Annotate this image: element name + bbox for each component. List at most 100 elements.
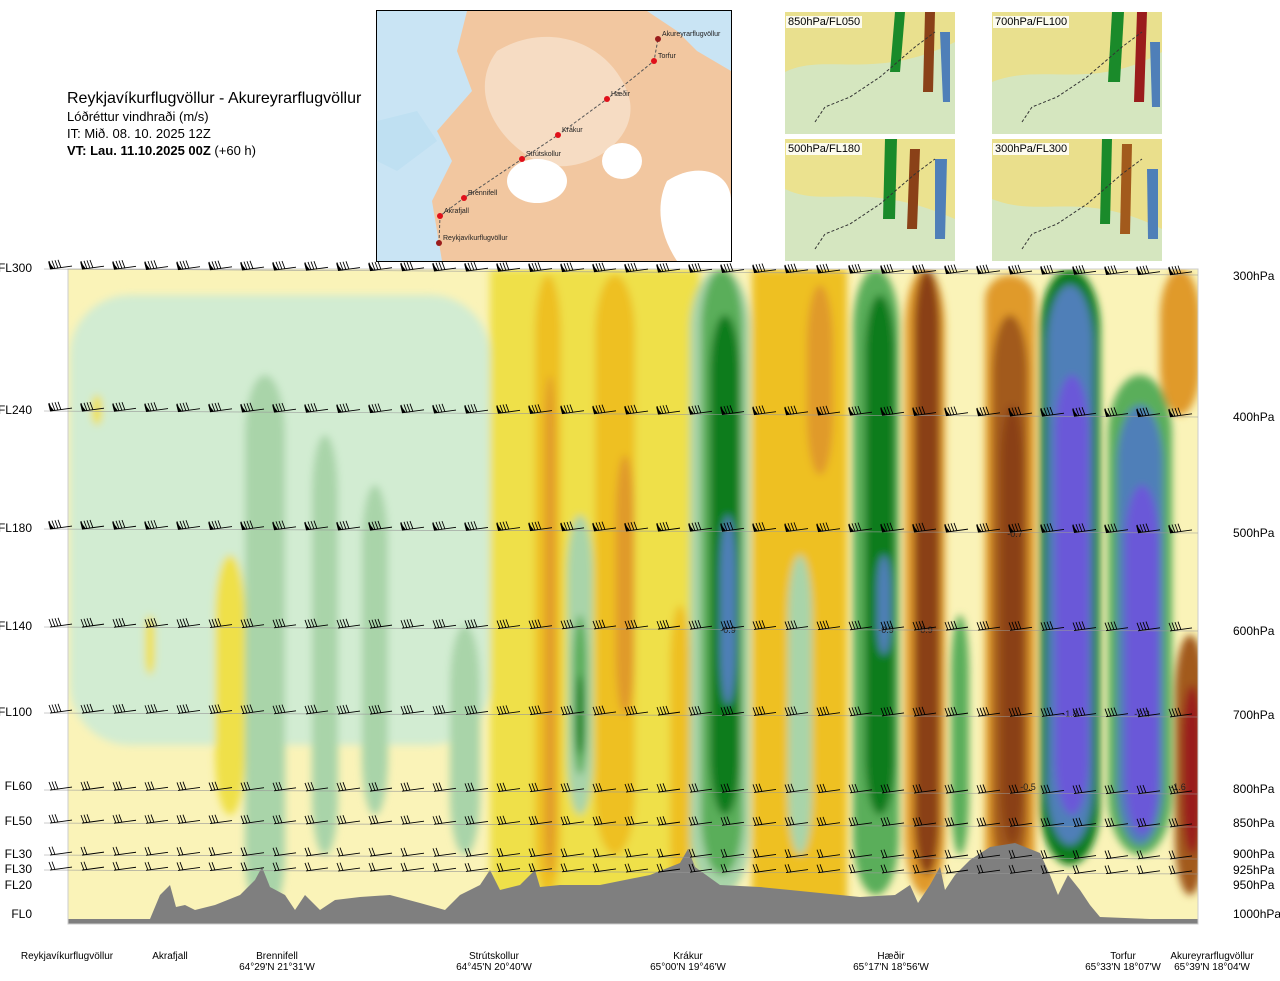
wind-barb — [976, 784, 1001, 794]
route-map-svg: Akureyrarflugvöllur Torfur Hæðir Krákur Strú… — [377, 11, 731, 261]
pressure-level-label: 700hPa — [1233, 708, 1275, 722]
wind-barb — [1072, 865, 1097, 875]
wind-barb — [176, 618, 201, 628]
wind-barb — [48, 861, 73, 871]
wind-barb — [432, 704, 457, 715]
wind-band — [92, 395, 102, 425]
value-annotation: -0.5 — [1020, 782, 1036, 792]
wind-barb — [1136, 707, 1161, 718]
glacier-vatnajokull — [660, 170, 731, 261]
location-name: Strútskollur — [468, 951, 519, 962]
level-line — [43, 410, 1199, 418]
inset-850hpa-label: 850hPa/FL050 — [786, 16, 863, 28]
map-point — [604, 96, 610, 102]
wind-barb — [720, 705, 745, 716]
wind-barb — [400, 618, 425, 629]
wind-barb — [208, 402, 233, 413]
wind-barb — [1008, 620, 1033, 631]
wind-barb — [560, 815, 585, 826]
wind-barb — [304, 261, 329, 271]
wind-barb — [560, 705, 585, 716]
map-place-label: Hæðir — [611, 90, 631, 98]
wind-barb — [240, 781, 265, 792]
wind-barb — [368, 618, 393, 629]
flight-level-label: FL100 — [0, 705, 32, 719]
wind-barb — [1168, 865, 1193, 875]
pressure-level-label: 300hPa — [1233, 269, 1275, 283]
wind-barb — [528, 521, 553, 532]
wind-barb — [1008, 264, 1033, 275]
wind-barb — [624, 619, 649, 630]
wind-barb — [1104, 523, 1129, 534]
map-place-label: Reykjavíkurflugvöllur — [443, 235, 508, 242]
level-line — [43, 712, 1199, 718]
inset-850hpa-svg — [785, 12, 955, 134]
wind-barb — [1072, 784, 1097, 795]
wind-barb — [208, 847, 233, 857]
flight-level-label: FL20 — [5, 878, 33, 892]
wind-barb — [240, 520, 265, 531]
wind-barb — [848, 816, 873, 827]
wind-barb — [80, 861, 105, 871]
wind-barb — [496, 863, 521, 873]
pressure-level-label: 400hPa — [1233, 410, 1275, 424]
wind-barb — [720, 521, 745, 532]
wind-barb — [144, 814, 169, 824]
wind-barb — [208, 520, 233, 531]
wind-barb — [688, 783, 713, 793]
wind-barb — [1136, 865, 1161, 875]
wind-barb — [624, 863, 649, 873]
valid-time-lead: (+60 h) — [210, 143, 256, 158]
wind-barb — [720, 848, 745, 858]
pressure-level-label: 925hPa — [1233, 863, 1275, 877]
wind-barb — [464, 403, 489, 414]
wind-barb — [464, 862, 489, 872]
chart-title: Reykjavíkurflugvöllur - Akureyrarflugvöl… — [67, 90, 362, 107]
wind-barb — [1040, 864, 1065, 874]
location-label: Torfur 65°33'N 18°07'W — [1063, 951, 1183, 973]
wind-barb — [1168, 621, 1193, 632]
wind-barb — [240, 260, 265, 271]
wind-barb — [656, 848, 681, 858]
wind-barb — [304, 618, 329, 629]
wind-barb — [144, 519, 169, 530]
flight-level-label: FL300 — [0, 261, 32, 275]
ocean-north — [647, 11, 731, 71]
glacier-langjokull — [507, 159, 567, 203]
wind-barb — [880, 816, 905, 827]
wind-band — [1182, 685, 1198, 855]
wind-barb — [1168, 817, 1193, 828]
wind-barb — [784, 620, 809, 631]
wind-barb — [784, 783, 809, 794]
wind-barb — [848, 864, 873, 874]
flight-level-label: FL0 — [11, 907, 32, 921]
wind-barb — [336, 403, 361, 413]
map-point — [555, 132, 561, 138]
wind-barb — [368, 847, 393, 857]
wind-barb — [880, 706, 905, 717]
wind-barb — [528, 848, 553, 858]
wind-barb — [1104, 817, 1129, 828]
wind-band — [720, 515, 736, 705]
flight-level-label: FL50 — [5, 814, 33, 828]
wind-barb — [272, 520, 297, 531]
wind-barb — [688, 863, 713, 873]
wind-barb — [1072, 523, 1097, 534]
wind-barb — [304, 814, 329, 825]
wind-barb — [176, 260, 201, 271]
wind-barb — [496, 619, 521, 630]
wind-barb — [1008, 784, 1033, 794]
wind-barb — [336, 862, 361, 872]
wind-barb — [176, 814, 201, 824]
level-line — [43, 268, 1199, 276]
wind-barb — [560, 848, 585, 858]
pressure-level-label: 1000hPa — [1233, 907, 1280, 921]
chart-subtitle: Lóðréttur vindhraði (m/s) — [67, 109, 209, 124]
location-coord: 64°29'N 21°31'W — [239, 962, 315, 973]
wind-barb — [656, 404, 681, 415]
wind-barb — [1072, 817, 1097, 828]
wind-barb — [784, 864, 809, 874]
wind-barb — [976, 817, 1001, 827]
wind-barb — [592, 521, 617, 532]
wind-barb — [1040, 707, 1065, 717]
